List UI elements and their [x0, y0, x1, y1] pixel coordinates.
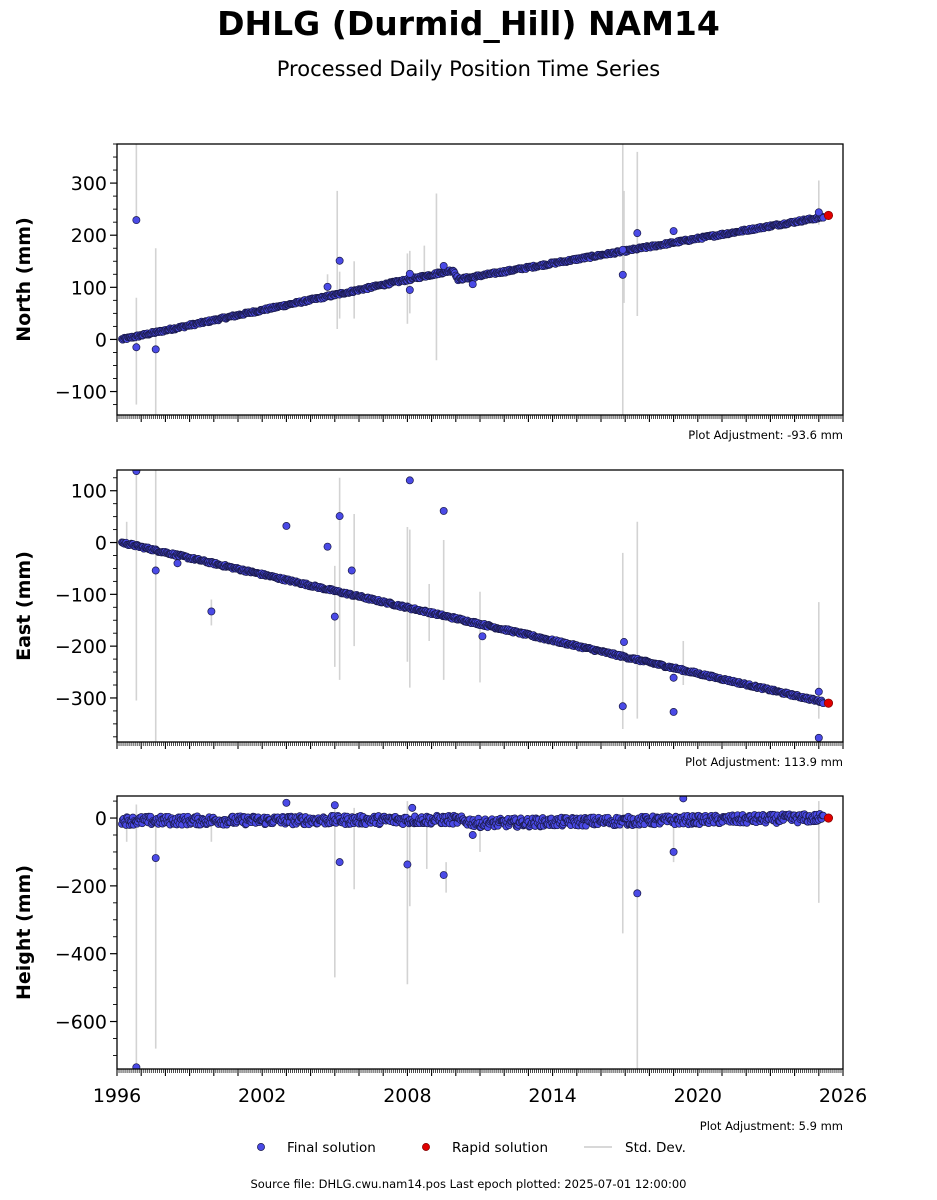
x-tick-label: 1996 [93, 1085, 141, 1107]
outlier-point [282, 798, 291, 807]
plot-adjustment-label: Plot Adjustment: -93.6 mm [688, 428, 843, 442]
plot-adjustment-label: Plot Adjustment: 5.9 mm [700, 1119, 843, 1133]
y-tick-label: 100 [71, 277, 107, 299]
outlier-point [468, 280, 477, 289]
outlier-point [669, 708, 678, 716]
y-tick-label: −100 [55, 382, 107, 404]
outlier-point [323, 542, 332, 551]
panel-1: −100 0 100 200 300 North (mm) Plot Adjustment:… [13, 143, 844, 442]
y-tick-label: −200 [55, 876, 107, 898]
outlier-point [282, 522, 291, 530]
legend-marker-final [257, 1143, 265, 1151]
outlier-point [151, 854, 160, 863]
outlier-point [347, 566, 356, 575]
legend-marker-rapid [422, 1143, 430, 1151]
outlier-point [669, 227, 678, 235]
outlier-point [405, 285, 414, 294]
y-tick-label: 0 [95, 533, 107, 555]
outlier-point [330, 612, 339, 621]
outlier-point [439, 262, 448, 270]
outlier-point [335, 256, 344, 265]
outlier-point [132, 1063, 141, 1069]
outlier-point [620, 638, 628, 646]
outlier-point [814, 687, 823, 696]
outlier-point [468, 831, 477, 839]
outlier-point [618, 702, 627, 711]
y-axis-label: Height (mm) [13, 865, 35, 1000]
outlier-point [618, 270, 627, 279]
y-tick-label: 300 [71, 173, 107, 195]
outlier-point [132, 343, 141, 352]
outlier-point [151, 345, 160, 354]
y-tick-label: −300 [55, 688, 107, 710]
legend: Final solution Rapid solution Std. Dev. [257, 1140, 686, 1156]
y-tick-label: −600 [55, 1012, 107, 1034]
outlier-point [173, 559, 182, 568]
outlier-point [405, 476, 414, 485]
x-tick-label: 2020 [674, 1085, 722, 1107]
plot-area [118, 796, 834, 1069]
outlier-point [669, 848, 678, 856]
x-tick-label: 2008 [383, 1085, 431, 1107]
final-solution-points [118, 212, 827, 344]
x-tick-label: 2026 [819, 1085, 867, 1107]
outlier-point [618, 245, 627, 254]
outlier-point [408, 803, 417, 812]
panel-3: −600 −400 −200 0 1996 2002 2008 2014 2020 2026 Hei… [13, 795, 867, 1133]
y-tick-label: −100 [55, 584, 107, 606]
legend-label: Final solution [287, 1140, 376, 1156]
y-tick-label: 0 [95, 808, 107, 830]
outlier-point [478, 632, 487, 641]
plot-area [118, 470, 834, 742]
outlier-point [330, 801, 339, 810]
outlier-point [151, 566, 160, 575]
outlier-point [132, 216, 141, 225]
panel-2: −300 −200 −100 0 100 East (mm) Plot Adjustment… [13, 469, 844, 769]
outlier-point [633, 229, 642, 238]
outlier-point [814, 208, 823, 217]
y-tick-label: −200 [55, 636, 107, 658]
rapid-point [823, 698, 834, 708]
y-tick-label: −400 [55, 944, 107, 966]
y-tick-label: 0 [95, 329, 107, 351]
y-axis-label: East (mm) [13, 551, 35, 661]
y-axis-label: North (mm) [13, 217, 35, 342]
outlier-point [323, 282, 332, 291]
outlier-point [439, 871, 448, 879]
plot-adjustment-label: Plot Adjustment: 113.9 mm [685, 755, 843, 769]
outlier-point [633, 889, 642, 898]
chart-title: DHLG (Durmid_Hill) NAM14 [217, 4, 720, 43]
source-line: Source file: DHLG.cwu.nam14.pos Last epo… [250, 1177, 687, 1191]
outlier-point [335, 858, 344, 867]
outlier-point [403, 860, 412, 869]
chart-subtitle: Processed Daily Position Time Series [276, 57, 661, 81]
y-tick-label: 200 [71, 225, 107, 247]
final-solution-points [118, 538, 827, 708]
outlier-point [405, 269, 414, 278]
x-tick-label: 2002 [238, 1085, 286, 1107]
y-tick-label: 100 [71, 481, 107, 503]
outlier-point [335, 512, 344, 521]
outlier-point [207, 607, 216, 616]
outlier-point [814, 733, 823, 742]
plot-area [118, 144, 834, 415]
x-tick-label: 2014 [528, 1085, 576, 1107]
legend-label: Std. Dev. [625, 1140, 686, 1156]
outlier-point [439, 506, 448, 515]
rapid-point [823, 813, 834, 823]
outlier-point [669, 673, 678, 682]
final-solution-points [118, 810, 827, 832]
rapid-point [823, 210, 834, 220]
legend-label: Rapid solution [452, 1140, 548, 1156]
outlier-point [679, 796, 688, 803]
outlier-point [132, 470, 141, 475]
